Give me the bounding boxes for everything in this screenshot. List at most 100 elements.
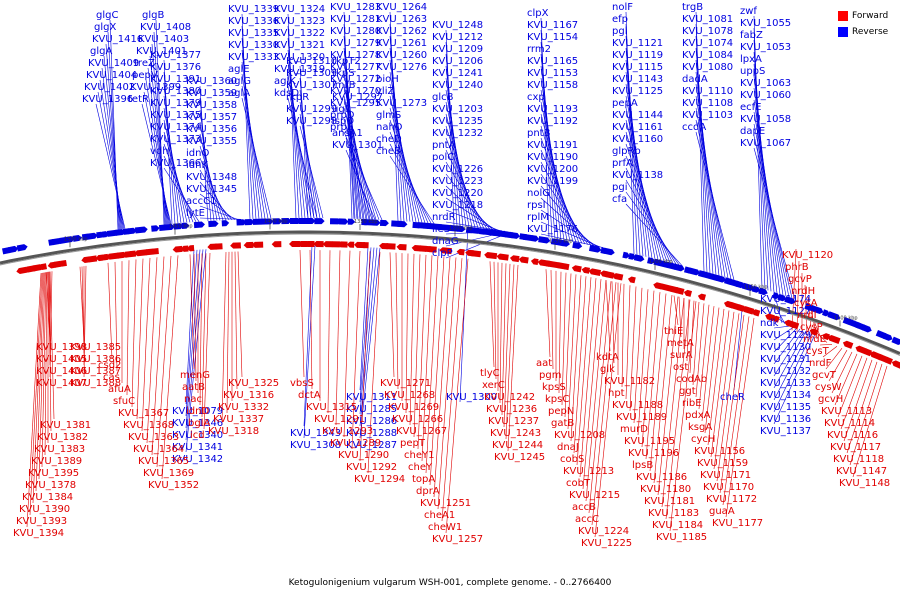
gene-label-reverse: aglK	[274, 76, 296, 87]
gene-label-reverse: KVU_1408	[140, 22, 191, 33]
gene-label-forward: KVU_1185	[656, 532, 707, 543]
gene-reverse	[181, 222, 190, 229]
gene-label-forward: kdtA	[596, 352, 619, 363]
gene-label-reverse: KVU_1333	[228, 52, 279, 63]
gene-label-forward: KVU_1385	[70, 342, 121, 353]
gene-label-reverse: KVU_1192	[527, 116, 578, 127]
leader-forward	[701, 306, 715, 422]
gene-label-forward: topA	[412, 474, 435, 485]
gene-label-forward: KVU_1293	[322, 426, 373, 437]
gene-forward	[543, 260, 554, 268]
gene-label-reverse: idnK	[186, 160, 208, 171]
gene-label-reverse: trgB	[682, 2, 703, 13]
gene-label-reverse: ileS	[432, 224, 450, 235]
gene-label-reverse: KVU_1297	[332, 92, 383, 103]
gene-forward	[571, 265, 582, 273]
leader-forward	[489, 261, 495, 368]
gene-forward	[329, 241, 341, 248]
gene-label-reverse: KVU_1174	[760, 294, 811, 305]
leader-forward	[621, 283, 625, 388]
leader-reverse	[773, 326, 795, 341]
leader-forward	[107, 262, 113, 360]
gene-label-reverse: rplM	[527, 212, 549, 223]
gene-label-forward: KVU_1196	[628, 448, 679, 459]
leader-reverse	[109, 19, 119, 230]
leader-forward	[199, 253, 203, 406]
gene-label-reverse: KVU_1276	[376, 62, 427, 73]
gene-label-forward: KVU_1170	[703, 482, 754, 493]
gene-label-reverse: KVU_1376	[150, 62, 201, 73]
gene-reverse	[891, 336, 900, 345]
leader-forward	[678, 296, 682, 338]
gene-label-forward: cheW1	[428, 522, 462, 533]
leader-forward	[831, 351, 853, 394]
gene-label-reverse: prpD	[330, 110, 355, 121]
leader-forward	[645, 292, 661, 460]
scale-tick-label: 1150 kbp	[744, 285, 768, 291]
leader-reverse	[303, 246, 316, 439]
gene-label-reverse: KVU_1153	[527, 68, 578, 79]
leader-forward	[791, 248, 797, 331]
gene-reverse	[647, 257, 656, 265]
leader-forward	[445, 258, 469, 534]
leader-forward	[299, 249, 305, 378]
gene-forward	[304, 240, 315, 248]
gene-reverse	[173, 223, 184, 230]
leader-forward	[81, 266, 85, 354]
gene-reverse	[468, 226, 482, 234]
gene-label-reverse: nolG	[527, 188, 550, 199]
leader-forward	[189, 254, 195, 370]
leader-reverse	[141, 103, 172, 224]
gene-label-reverse: KVU_1063	[740, 78, 791, 89]
gene-label-forward: aatB	[182, 382, 205, 393]
leader-forward	[141, 257, 151, 432]
gene-label-forward: afuA	[108, 384, 131, 395]
gene-label-forward: KVU_1266	[392, 414, 443, 425]
leader-forward	[221, 252, 227, 426]
gene-label-forward: kpsS	[542, 382, 566, 393]
leader-forward	[582, 279, 602, 490]
leader-reverse	[445, 185, 494, 230]
leader-reverse	[773, 327, 798, 353]
gene-reverse	[861, 324, 872, 333]
gene-label-reverse: rkpR	[286, 92, 309, 103]
gene-label-reverse: KVU_1131	[760, 354, 811, 365]
gene-label-forward: accB	[572, 502, 596, 513]
gene-label-forward: tlyC	[480, 368, 500, 379]
gene-reverse	[329, 218, 341, 225]
leader-reverse	[625, 143, 668, 262]
gene-label-forward: KVU_1186	[636, 472, 687, 483]
leader-forward	[405, 253, 409, 414]
gene-label-reverse: KVU_1300	[446, 392, 497, 403]
gene-forward	[106, 252, 120, 260]
gene-label-reverse: rpsI	[527, 200, 546, 211]
gene-label-reverse: KVU_1260	[376, 50, 427, 61]
leader-forward	[389, 252, 395, 378]
gene-label-forward: KVU_1364	[133, 444, 184, 455]
leader-forward	[605, 280, 611, 352]
gene-label-forward: KVU_1352	[148, 480, 199, 491]
gene-forward	[100, 253, 109, 261]
leader-forward	[49, 271, 55, 420]
gene-label-forward: KVU_1182	[604, 376, 655, 387]
leader-reverse	[343, 107, 377, 220]
gene-label-forward: KVU_1292	[346, 462, 397, 473]
leader-reverse	[199, 217, 242, 220]
leader-forward	[828, 349, 848, 382]
gene-label-reverse: glgB	[142, 10, 164, 21]
gene-label-forward: gcvH	[818, 394, 843, 405]
gene-label-reverse: KVU_1409	[88, 58, 139, 69]
gene-label-reverse: KVU_1343	[290, 428, 341, 439]
gene-reverse	[347, 218, 356, 225]
leader-forward	[849, 363, 883, 466]
gene-forward	[243, 241, 254, 249]
gene-forward	[150, 248, 159, 255]
leader-forward	[359, 251, 371, 462]
gene-reverse	[562, 240, 570, 247]
leader-forward	[545, 269, 551, 358]
gene-reverse	[338, 218, 349, 225]
gene-label-forward: KVU_1390	[19, 504, 70, 515]
gene-reverse	[814, 306, 824, 315]
leader-reverse	[695, 71, 720, 276]
